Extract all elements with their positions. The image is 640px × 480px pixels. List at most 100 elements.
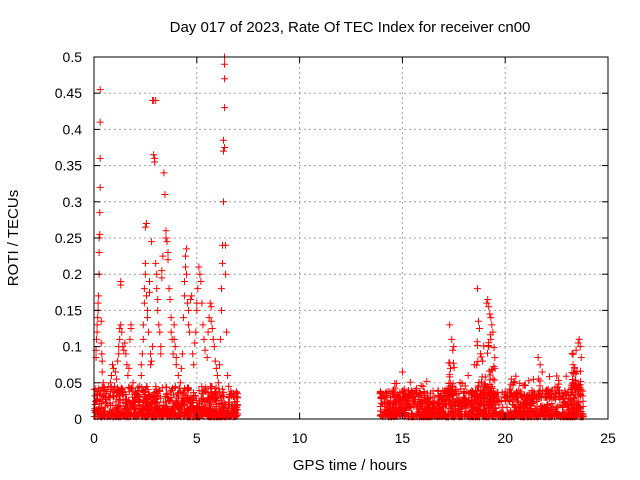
data-point bbox=[529, 391, 537, 399]
data-point bbox=[133, 393, 141, 401]
data-point bbox=[490, 344, 498, 352]
data-point bbox=[140, 285, 148, 293]
data-point bbox=[488, 384, 496, 392]
data-point bbox=[196, 410, 204, 418]
x-tick-label: 10 bbox=[292, 430, 308, 446]
data-point bbox=[207, 303, 215, 311]
data-point bbox=[152, 96, 160, 104]
data-point bbox=[221, 144, 229, 151]
data-point bbox=[115, 350, 123, 358]
data-point bbox=[524, 412, 532, 420]
data-point bbox=[574, 339, 582, 347]
data-point bbox=[482, 395, 490, 403]
data-point bbox=[521, 400, 529, 408]
data-point bbox=[477, 353, 485, 361]
data-point bbox=[119, 343, 127, 351]
data-point bbox=[113, 375, 121, 383]
y-tick-label: 0.4 bbox=[63, 121, 83, 137]
data-point bbox=[545, 373, 553, 381]
data-point bbox=[477, 350, 485, 358]
data-point bbox=[125, 364, 133, 372]
data-point bbox=[548, 400, 556, 408]
data-point bbox=[524, 399, 532, 407]
data-point bbox=[438, 407, 446, 415]
data-point bbox=[149, 343, 157, 351]
data-point bbox=[175, 384, 183, 392]
data-point bbox=[232, 406, 240, 414]
data-point bbox=[95, 404, 103, 412]
data-point bbox=[163, 238, 171, 246]
data-point bbox=[450, 343, 458, 351]
data-point bbox=[155, 321, 163, 329]
data-point bbox=[468, 411, 476, 419]
data-point bbox=[98, 368, 106, 376]
data-point bbox=[417, 382, 425, 390]
data-point bbox=[131, 390, 139, 398]
data-point bbox=[572, 384, 580, 392]
data-point bbox=[96, 209, 104, 217]
data-point bbox=[474, 393, 482, 401]
data-point bbox=[193, 306, 201, 314]
y-tick-label: 0.25 bbox=[55, 230, 82, 246]
data-point bbox=[97, 339, 105, 347]
data-point bbox=[403, 399, 411, 407]
data-point bbox=[199, 389, 207, 397]
data-point bbox=[154, 306, 162, 314]
data-point bbox=[479, 398, 487, 406]
y-tick-label: 0 bbox=[74, 411, 82, 427]
data-point bbox=[553, 384, 561, 392]
data-point bbox=[141, 270, 149, 278]
data-point bbox=[207, 383, 215, 391]
data-point bbox=[479, 389, 487, 397]
data-point bbox=[158, 274, 166, 282]
data-point bbox=[184, 299, 192, 307]
data-point bbox=[207, 317, 215, 325]
data-point bbox=[537, 405, 545, 413]
data-point bbox=[434, 386, 442, 394]
data-point bbox=[117, 281, 125, 289]
data-point bbox=[446, 359, 454, 367]
data-point bbox=[461, 400, 469, 408]
data-point bbox=[152, 259, 160, 267]
data-point bbox=[226, 393, 234, 401]
data-point bbox=[559, 395, 567, 403]
data-point bbox=[141, 259, 149, 267]
data-point bbox=[566, 411, 574, 419]
chart-title: Day 017 of 2023, Rate Of TEC Index for r… bbox=[170, 19, 531, 36]
data-point bbox=[147, 350, 155, 358]
data-point bbox=[145, 391, 153, 399]
y-tick-label: 0.35 bbox=[55, 158, 82, 174]
data-point bbox=[198, 383, 206, 391]
data-point bbox=[575, 335, 583, 343]
data-point bbox=[181, 263, 189, 271]
data-point bbox=[142, 404, 150, 412]
data-point bbox=[97, 317, 105, 325]
data-point bbox=[140, 299, 148, 307]
data-point bbox=[167, 388, 175, 396]
data-point bbox=[104, 383, 112, 391]
data-point bbox=[143, 383, 151, 391]
data-point bbox=[484, 349, 492, 357]
data-point bbox=[217, 285, 225, 293]
data-point bbox=[216, 335, 224, 343]
data-point bbox=[473, 285, 481, 293]
data-point bbox=[130, 399, 138, 407]
data-point bbox=[433, 400, 441, 408]
data-point bbox=[395, 412, 403, 420]
data-point bbox=[212, 364, 220, 372]
data-point bbox=[135, 382, 143, 390]
data-point bbox=[424, 394, 432, 402]
data-point bbox=[91, 401, 99, 409]
data-point bbox=[121, 412, 129, 420]
data-point bbox=[444, 392, 452, 400]
data-point bbox=[483, 299, 491, 307]
data-point bbox=[446, 321, 454, 329]
x-tick-label: 20 bbox=[497, 430, 513, 446]
data-point bbox=[134, 387, 142, 395]
data-point bbox=[219, 259, 226, 267]
data-point bbox=[186, 328, 194, 336]
data-point bbox=[205, 314, 213, 322]
data-point bbox=[194, 406, 202, 414]
data-point bbox=[97, 387, 105, 395]
data-point bbox=[579, 397, 587, 405]
